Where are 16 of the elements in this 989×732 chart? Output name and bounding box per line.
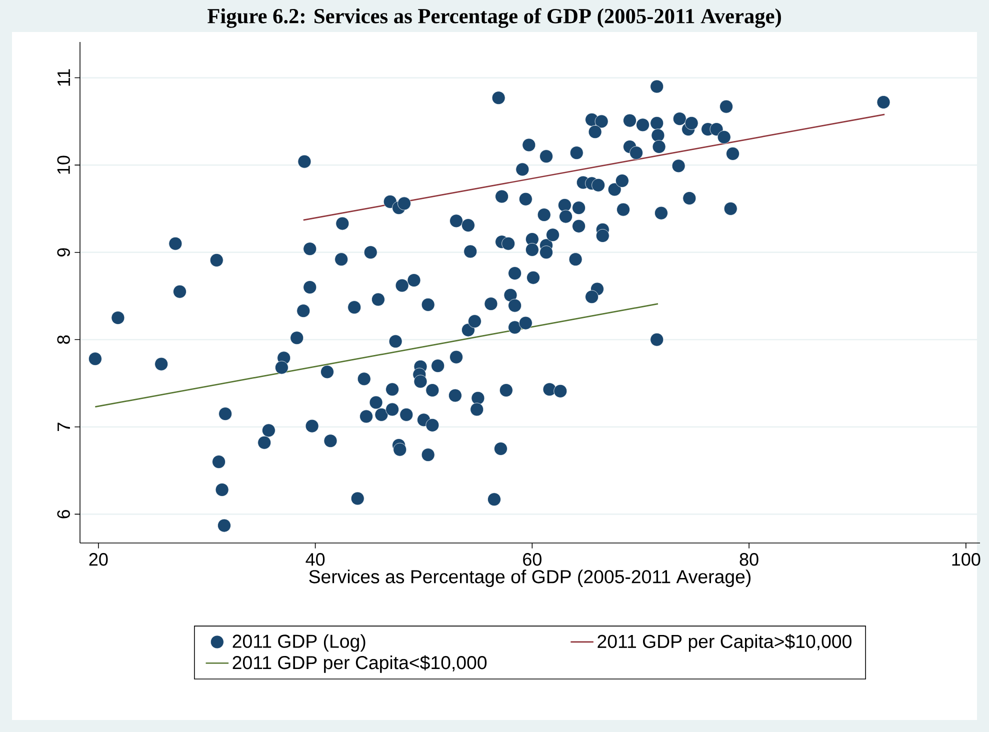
x-tick-label: 100 — [952, 553, 980, 566]
y-tick-label: 6 — [57, 510, 70, 518]
legend-label: 2011 GDP per Capita>$10,000 — [598, 634, 852, 652]
x-tick-label: 20 — [89, 553, 108, 566]
legend-label: 2011 GDP (Log) — [232, 634, 366, 652]
y-tick-label: 11 — [58, 69, 70, 86]
x-tick-label: 40 — [306, 553, 325, 566]
x-tick-label: 80 — [740, 553, 758, 566]
legend-label: 2011 GDP per Capita<$10,000 — [232, 655, 487, 673]
x-tick-label: 60 — [523, 553, 542, 566]
y-tick-label: 7 — [58, 422, 70, 431]
x-axis-title: Services as Percentage of GDP (2005-2011 Average) — [309, 570, 750, 588]
chart-title: Figure 6.2: Services as Percentage of GDP (2005-2011 Average) — [208, 8, 781, 28]
y-tick-label: 10 — [57, 156, 70, 174]
y-tick-label: 8 — [57, 335, 70, 344]
y-tick-label: 9 — [57, 248, 70, 257]
